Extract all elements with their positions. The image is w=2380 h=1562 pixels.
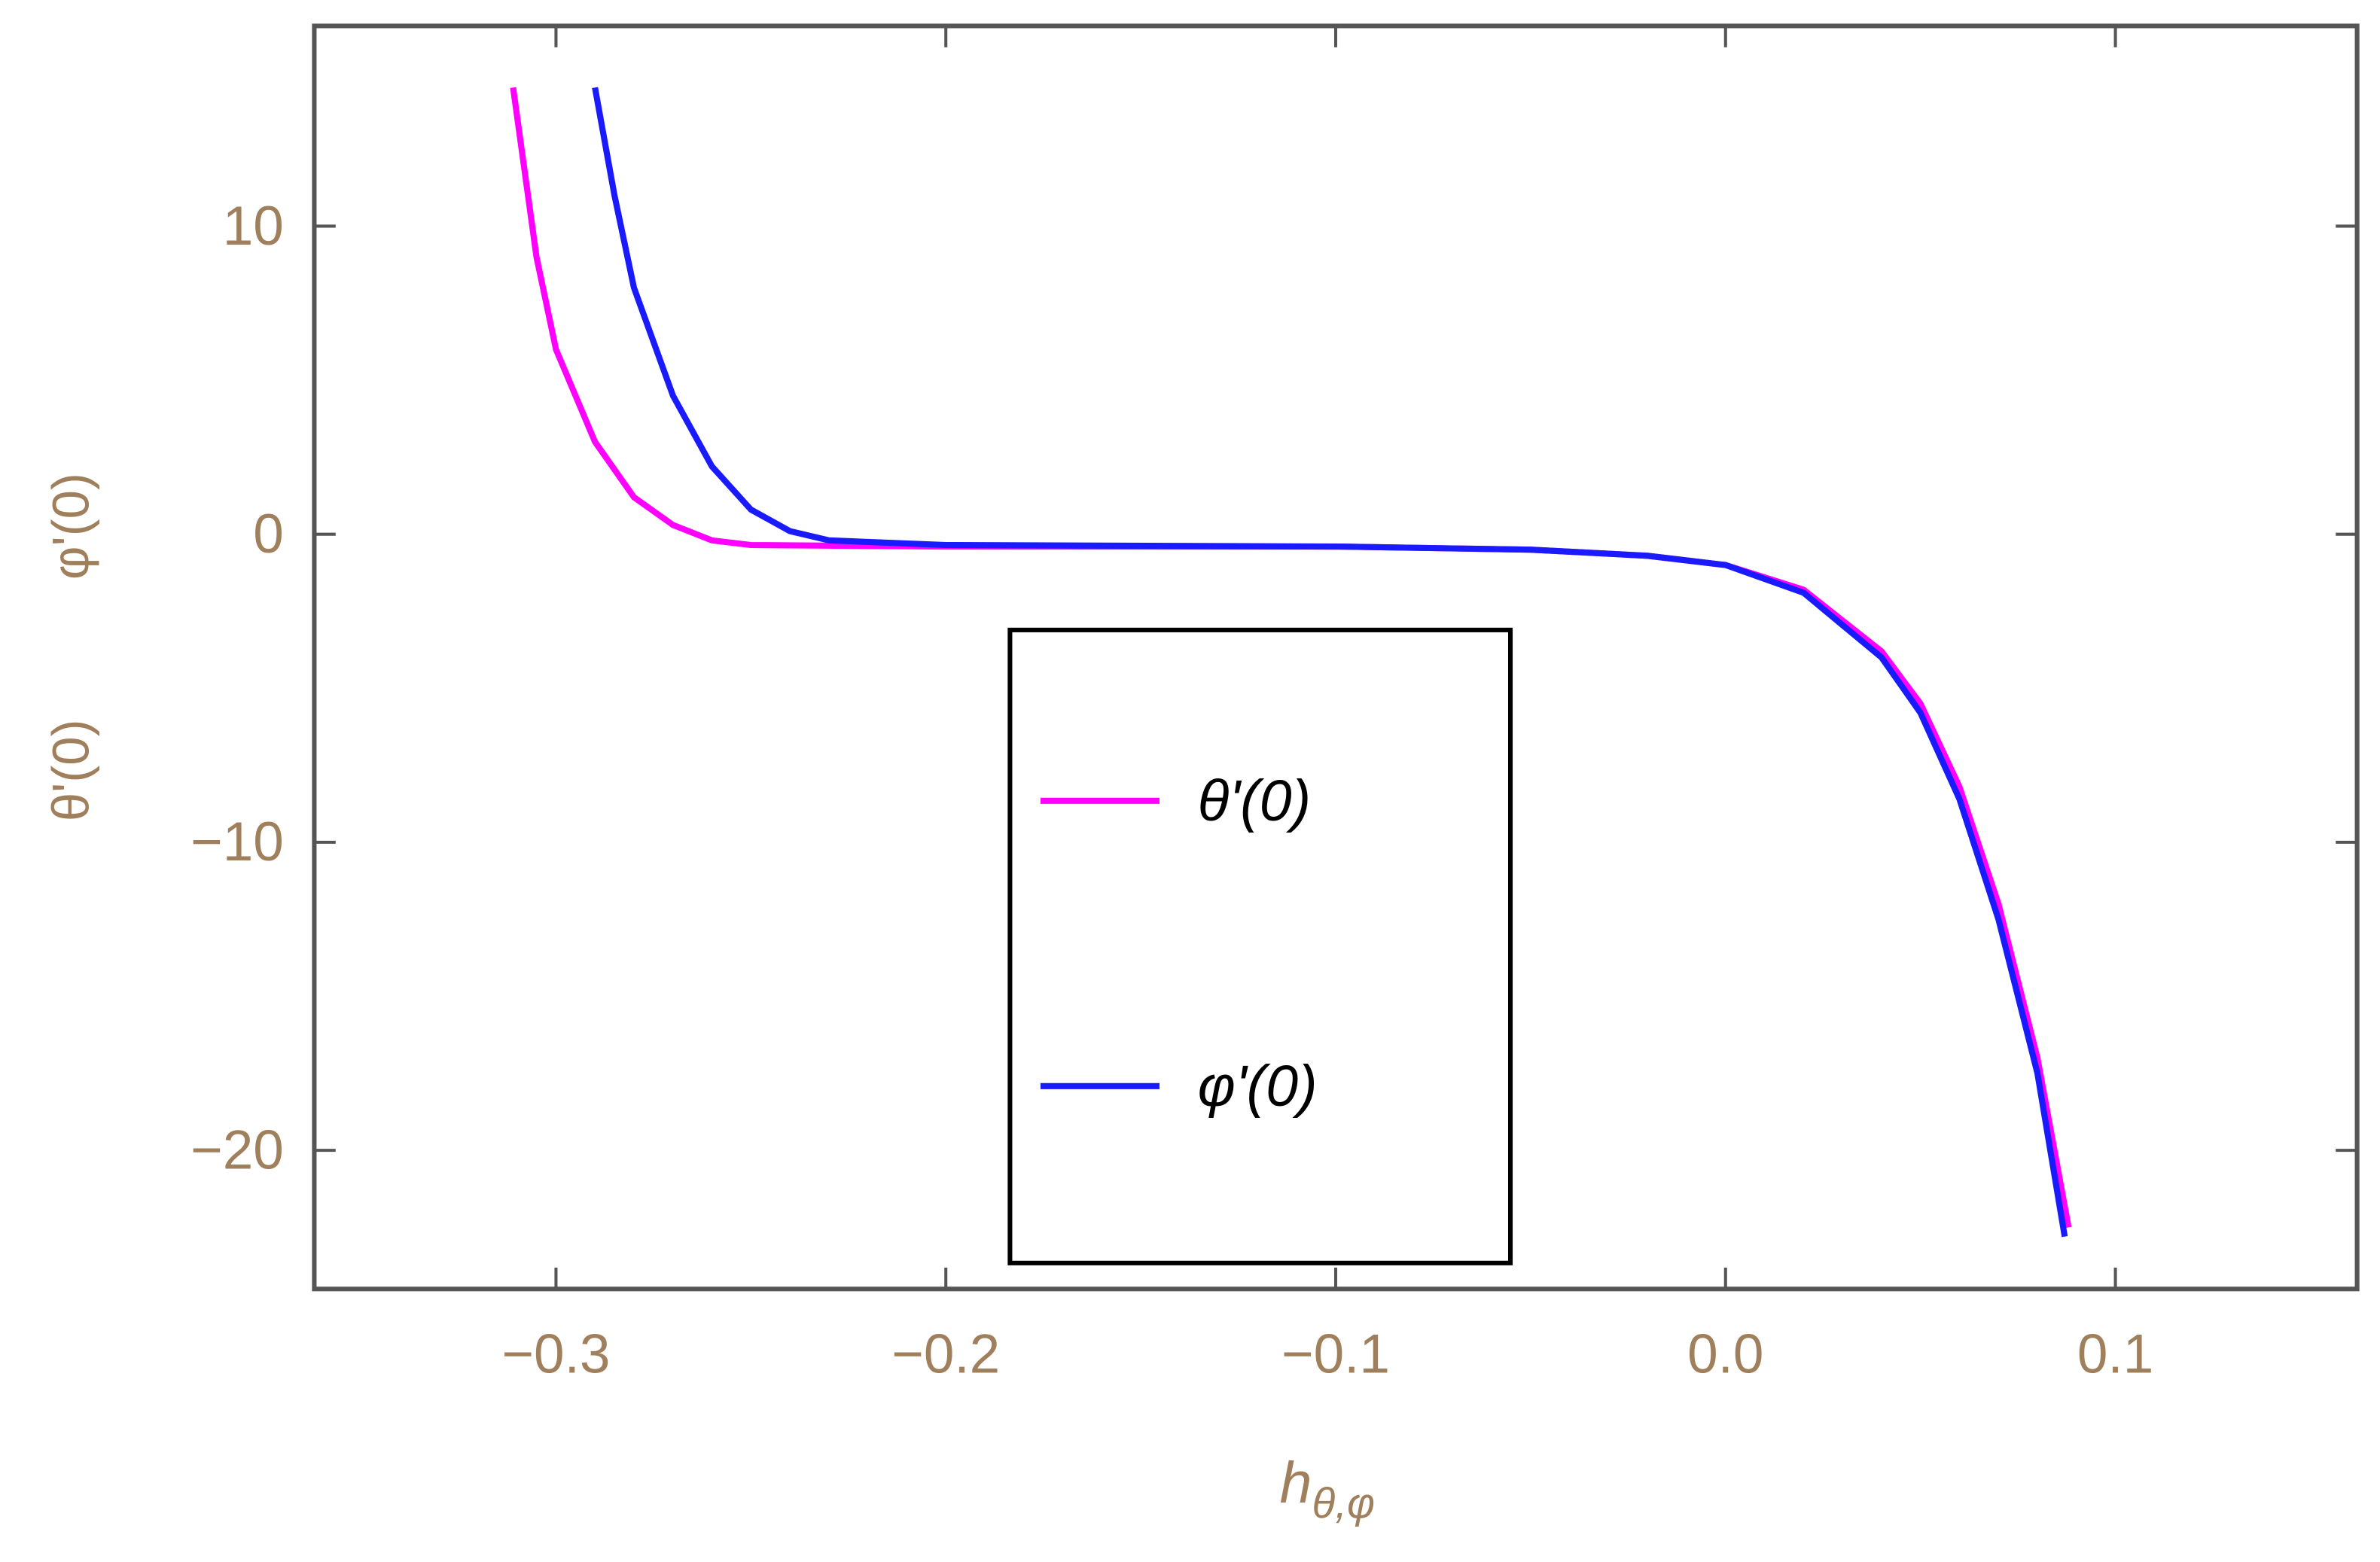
legend-box [1007, 627, 1513, 1265]
legend-label: θ'(0) [1198, 769, 1312, 833]
y-tick-label: −20 [190, 1119, 284, 1180]
data-line [592, 87, 2068, 1238]
legend-label: φ'(0) [1198, 1054, 1318, 1119]
y-axis-label: θ'(0) [42, 719, 100, 821]
x-tick-label: −0.2 [891, 1324, 1000, 1385]
x-axis-label: hθ,φ [1280, 1451, 1375, 1527]
y-tick-label: −10 [190, 811, 284, 872]
y-tick-label: 10 [223, 196, 284, 257]
x-tick-label: 0.1 [2077, 1324, 2153, 1385]
x-label-sub: θ,φ [1312, 1480, 1376, 1527]
x-label-main: h [1280, 1451, 1312, 1515]
x-tick-label: −0.1 [1281, 1324, 1390, 1385]
y-axis-label: φ'(0) [42, 473, 100, 580]
y-tick-label: 0 [253, 504, 284, 565]
x-tick-label: 0.0 [1687, 1324, 1763, 1385]
x-tick-label: −0.3 [501, 1324, 610, 1385]
